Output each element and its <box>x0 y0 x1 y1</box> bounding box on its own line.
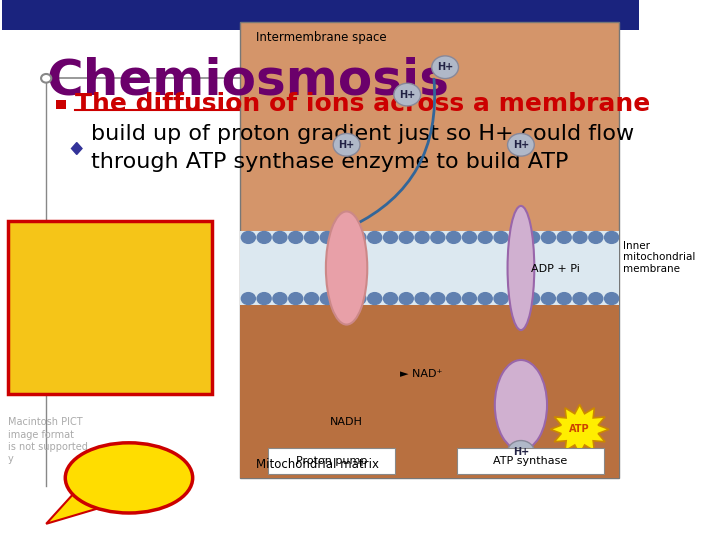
Circle shape <box>573 293 587 305</box>
Circle shape <box>589 232 603 244</box>
Circle shape <box>41 74 51 83</box>
Text: ► NAD⁺: ► NAD⁺ <box>400 369 442 379</box>
Text: build up of proton gradient just so H+ could flow
through ATP synthase enzyme to: build up of proton gradient just so H+ c… <box>91 125 634 172</box>
Circle shape <box>462 293 477 305</box>
Polygon shape <box>550 404 609 454</box>
Circle shape <box>320 232 334 244</box>
Text: H+: H+ <box>338 140 355 150</box>
Text: H+: H+ <box>513 140 529 150</box>
Circle shape <box>557 232 571 244</box>
Circle shape <box>431 232 445 244</box>
Circle shape <box>446 232 461 244</box>
Text: The diffusion of ions across a membrane: The diffusion of ions across a membrane <box>75 92 650 116</box>
Text: Transport Chain: Transport Chain <box>23 307 197 326</box>
Circle shape <box>494 232 508 244</box>
Text: H+: H+ <box>437 62 454 72</box>
FancyBboxPatch shape <box>8 221 212 394</box>
Circle shape <box>368 293 382 305</box>
Circle shape <box>605 293 618 305</box>
FancyBboxPatch shape <box>240 232 619 305</box>
Circle shape <box>394 83 420 106</box>
Circle shape <box>557 293 571 305</box>
FancyBboxPatch shape <box>457 448 603 474</box>
Circle shape <box>541 293 555 305</box>
FancyBboxPatch shape <box>1 0 639 30</box>
Text: Mitochondrial matrix: Mitochondrial matrix <box>256 458 379 471</box>
Text: Proton pump: Proton pump <box>296 456 367 466</box>
Text: Inner
mitochondrial
membrane: Inner mitochondrial membrane <box>623 241 695 274</box>
Circle shape <box>508 133 534 156</box>
Circle shape <box>526 232 539 244</box>
Text: ADP + Pi: ADP + Pi <box>531 264 580 274</box>
Text: Intermembrane space: Intermembrane space <box>256 31 386 44</box>
Circle shape <box>526 293 539 305</box>
Text: ATP: ATP <box>570 424 590 434</box>
Text: H+: H+ <box>399 90 415 99</box>
Circle shape <box>241 293 256 305</box>
Circle shape <box>368 232 382 244</box>
Circle shape <box>241 232 256 244</box>
Circle shape <box>415 232 429 244</box>
Circle shape <box>273 293 287 305</box>
Circle shape <box>431 293 445 305</box>
Circle shape <box>494 293 508 305</box>
Ellipse shape <box>66 443 193 513</box>
Text: ATP synthase: ATP synthase <box>493 456 567 466</box>
Text: to ATP synthesis: to ATP synthesis <box>19 341 201 360</box>
Circle shape <box>336 232 350 244</box>
Polygon shape <box>46 489 110 524</box>
Circle shape <box>510 232 524 244</box>
Text: H+: H+ <box>513 447 529 457</box>
Circle shape <box>333 133 360 156</box>
Text: Chemiosmosis: Chemiosmosis <box>46 57 449 105</box>
Circle shape <box>589 293 603 305</box>
FancyBboxPatch shape <box>240 305 619 478</box>
Ellipse shape <box>495 360 547 450</box>
Circle shape <box>257 232 271 244</box>
Circle shape <box>305 293 318 305</box>
Ellipse shape <box>508 206 534 330</box>
Circle shape <box>352 232 366 244</box>
Circle shape <box>352 293 366 305</box>
Ellipse shape <box>326 212 367 325</box>
Circle shape <box>400 293 413 305</box>
Text: NADH: NADH <box>330 417 363 428</box>
Circle shape <box>541 232 555 244</box>
FancyBboxPatch shape <box>55 100 66 109</box>
Circle shape <box>446 293 461 305</box>
FancyBboxPatch shape <box>240 22 619 478</box>
Circle shape <box>289 293 302 305</box>
Circle shape <box>273 232 287 244</box>
Circle shape <box>510 293 524 305</box>
Circle shape <box>289 232 302 244</box>
Circle shape <box>415 293 429 305</box>
Text: Macintosh PICT
image format
is not supported
y: Macintosh PICT image format is not suppo… <box>8 417 88 464</box>
Circle shape <box>478 293 492 305</box>
Circle shape <box>478 232 492 244</box>
Circle shape <box>305 232 318 244</box>
Text: So that's
the point!: So that's the point! <box>78 454 179 496</box>
Text: links the Electron: links the Electron <box>14 273 207 292</box>
Circle shape <box>257 293 271 305</box>
Circle shape <box>508 441 534 463</box>
Circle shape <box>462 232 477 244</box>
Circle shape <box>605 232 618 244</box>
Circle shape <box>384 293 397 305</box>
Circle shape <box>400 232 413 244</box>
Circle shape <box>432 56 459 78</box>
Circle shape <box>573 232 587 244</box>
Polygon shape <box>71 143 82 154</box>
FancyBboxPatch shape <box>268 448 395 474</box>
Circle shape <box>336 293 350 305</box>
Circle shape <box>320 293 334 305</box>
Text: Chemiosmosis: Chemiosmosis <box>32 246 189 265</box>
Circle shape <box>384 232 397 244</box>
